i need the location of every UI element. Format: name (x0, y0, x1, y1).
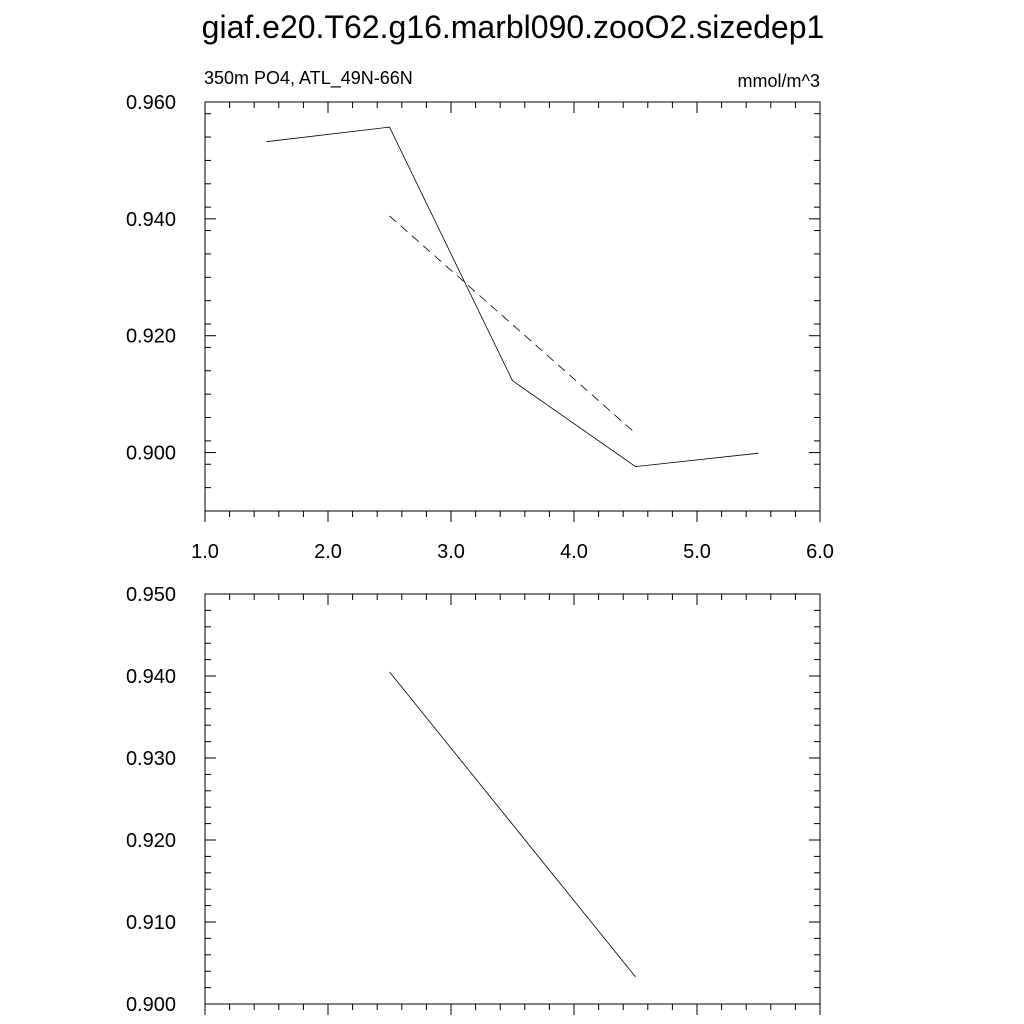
bottom-panel-plot-frame (204, 593, 821, 1005)
bottom-panel-y-tick-label: 0.910 (126, 912, 176, 934)
top-panel-y-tick-label: 0.960 (126, 92, 176, 114)
top-panel-x-tick-label: 4.0 (560, 541, 588, 563)
bottom-panel-y-tick-label: 0.920 (126, 830, 176, 852)
figure-title: giaf.e20.T62.g16.marbl090.zooO2.sizedep1 (202, 9, 825, 45)
top-panel-x-tick-label: 3.0 (437, 541, 465, 563)
bottom-panel-y-tick-label: 0.950 (126, 584, 176, 606)
top-panel-y-tick-label: 0.940 (126, 209, 176, 231)
top-panel-x-tick-label: 1.0 (191, 541, 219, 563)
top-panel-x-tick-label: 5.0 (683, 541, 711, 563)
top-panel-series-dashed-line (389, 215, 636, 434)
top-panel-subtitle-left: 350m PO4, ATL_49N-66N (204, 68, 413, 89)
bottom-panel-y-tick-label: 0.930 (126, 748, 176, 770)
top-panel-x-tick-label: 2.0 (314, 541, 342, 563)
top-panel-x-tick-label: 6.0 (806, 541, 834, 563)
bottom-panel-series-solid-line (389, 671, 636, 978)
bottom-panel: 0.900 0.910 0.920 0.930 0.940 0.950 (126, 584, 821, 1016)
top-panel: 350m PO4, ATL_49N-66N mmol/m^3 0.900 0.92… (126, 68, 834, 563)
top-panel-series-solid-line (266, 126, 759, 468)
top-panel-y-tick-label: 0.900 (126, 443, 176, 465)
top-panel-plot-frame (204, 101, 821, 512)
top-panel-subtitle-right: mmol/m^3 (738, 71, 820, 91)
bottom-panel-y-tick-label: 0.900 (126, 994, 176, 1016)
top-panel-y-tick-label: 0.920 (126, 326, 176, 348)
bottom-panel-y-tick-label: 0.940 (126, 666, 176, 688)
